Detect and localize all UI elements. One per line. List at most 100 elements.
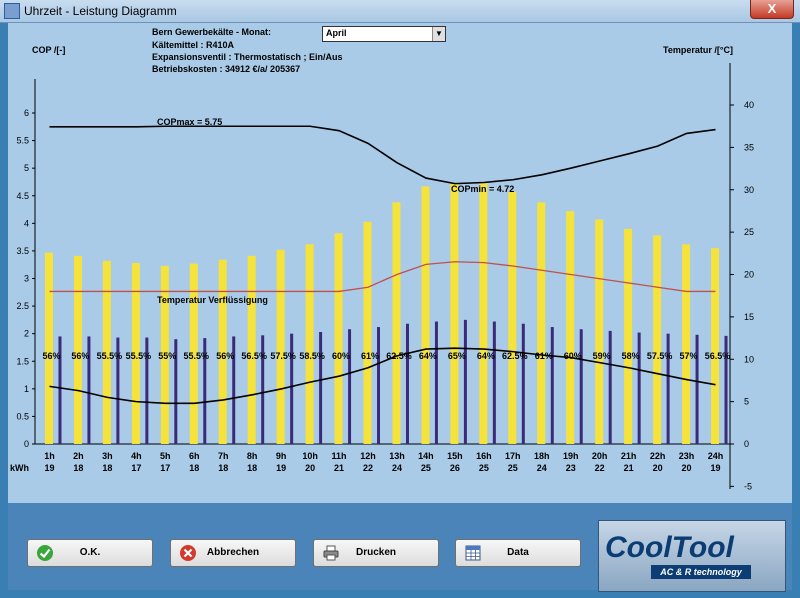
percent-label: 60%	[564, 351, 582, 361]
kwh-value-label: 17	[131, 463, 141, 473]
y-right-tick-label: -5	[744, 481, 752, 491]
cop-max-label: COPmax = 5.75	[157, 117, 222, 127]
percent-label: 57%	[680, 351, 698, 361]
kwh-value-label: 18	[247, 463, 257, 473]
hour-tick-label: 21h	[621, 451, 637, 461]
cop-max-line	[49, 125, 716, 185]
percent-label: 56%	[216, 351, 234, 361]
kwh-value-label: 19	[44, 463, 54, 473]
purple-bar	[405, 323, 409, 444]
purple-bar	[579, 329, 583, 444]
yellow-bar	[711, 248, 720, 444]
table-icon	[465, 545, 481, 561]
title-bar: Uhrzeit - Leistung Diagramm X	[0, 0, 800, 23]
hour-tick-label: 12h	[360, 451, 376, 461]
temperature-condensing-line	[49, 261, 716, 293]
percent-label: 56%	[71, 351, 89, 361]
yellow-bar	[479, 183, 488, 445]
window-title: Uhrzeit - Leistung Diagramm	[24, 4, 177, 18]
percent-label: 61%	[535, 351, 553, 361]
hour-tick-label: 16h	[476, 451, 492, 461]
month-select[interactable]: April ▼	[322, 26, 446, 42]
kwh-value-label: 22	[363, 463, 373, 473]
purple-bar	[492, 321, 496, 444]
chart-area: 0 0.5 1 1.5 2 2.5 3 3.5 4 4.5 5 5.5 6 -5 0 5 10 15 20 25 30 3…	[8, 23, 792, 503]
data-button[interactable]: Data	[455, 539, 581, 567]
hour-tick-label: 14h	[418, 451, 434, 461]
percent-label: 61%	[361, 351, 379, 361]
yellow-bar	[73, 255, 82, 444]
ok-button[interactable]: O.K.	[27, 539, 153, 567]
ambient-temperature-line	[49, 347, 716, 405]
print-button[interactable]: Drucken	[313, 539, 439, 567]
print-button-label: Drucken	[355, 547, 396, 558]
yellow-bar	[334, 233, 343, 444]
percent-label: 62.5%	[502, 351, 528, 361]
app-icon	[4, 3, 20, 19]
kwh-value-label: 25	[479, 463, 489, 473]
purple-bar	[637, 332, 641, 444]
y-right-tick-label: 35	[744, 142, 754, 152]
yellow-bar	[160, 265, 169, 444]
purple-bar	[145, 337, 149, 444]
y-right-axis-label: Temperatur /[°C]	[663, 45, 733, 55]
percent-label: 55.5%	[184, 351, 210, 361]
chevron-down-icon[interactable]: ▼	[432, 27, 445, 41]
purple-bar	[58, 336, 62, 444]
y-right-tick-label: 15	[744, 312, 754, 322]
kwh-value-label: 20	[682, 463, 692, 473]
purple-bar	[116, 337, 120, 444]
hour-tick-label: 3h	[102, 451, 113, 461]
kwh-value-label: 24	[392, 463, 402, 473]
operating-cost-label: Betriebskosten : 34912 €/a/ 205367	[152, 64, 301, 74]
kwh-value-label: 20	[653, 463, 663, 473]
yellow-bar	[102, 260, 111, 444]
percent-label: 64%	[477, 351, 495, 361]
cancel-button[interactable]: Abbrechen	[170, 539, 296, 567]
hour-tick-label: 7h	[218, 451, 229, 461]
y-left-tick-label: 3	[24, 274, 29, 284]
printer-icon	[323, 545, 339, 561]
y-right-tick-label: 20	[744, 270, 754, 280]
yellow-bar	[508, 191, 517, 444]
kwh-value-label: 25	[508, 463, 518, 473]
y-left-tick-label: 1	[24, 384, 29, 394]
yellow-bar	[537, 202, 546, 444]
kwh-value-label: 18	[73, 463, 83, 473]
percent-label: 65%	[448, 351, 466, 361]
y-right-tick-label: 40	[744, 100, 754, 110]
y-right-tick-label: 30	[744, 185, 754, 195]
yellow-bar	[392, 202, 401, 444]
y-left-tick-label: 5	[24, 163, 29, 173]
y-right-tick-label: 25	[744, 227, 754, 237]
y-left-tick-label: 2.5	[16, 301, 29, 311]
percent-label: 56.5%	[705, 351, 731, 361]
cancel-button-label: Abbrechen	[206, 547, 260, 558]
yellow-bar	[450, 182, 459, 444]
purple-bar	[87, 336, 91, 444]
kwh-value-label: 21	[624, 463, 634, 473]
yellow-bar	[305, 244, 314, 444]
location-month-label: Bern Gewerbekälte - Monat:	[152, 27, 272, 37]
yellow-bar	[44, 252, 53, 444]
yellow-bar	[566, 211, 575, 444]
kwh-value-label: 18	[189, 463, 199, 473]
purple-bar	[174, 339, 178, 444]
kwh-value-label: 19	[711, 463, 721, 473]
kwh-value-label: 17	[160, 463, 170, 473]
y-left-tick-label: 1.5	[16, 356, 29, 366]
hour-tick-label: 22h	[650, 451, 666, 461]
close-button[interactable]: X	[750, 0, 794, 19]
y-right-tick-label: 5	[744, 397, 749, 407]
hour-tick-label: 13h	[389, 451, 405, 461]
hour-tick-label: 2h	[73, 451, 84, 461]
percent-label: 57.5%	[270, 351, 296, 361]
hour-tick-label: 15h	[447, 451, 463, 461]
hour-tick-label: 9h	[276, 451, 287, 461]
hour-tick-label: 23h	[679, 451, 695, 461]
kwh-value-label: 24	[537, 463, 547, 473]
purple-bar	[521, 323, 525, 444]
purple-bar	[666, 333, 670, 444]
yellow-bar	[189, 263, 198, 444]
hour-tick-label: 1h	[44, 451, 55, 461]
